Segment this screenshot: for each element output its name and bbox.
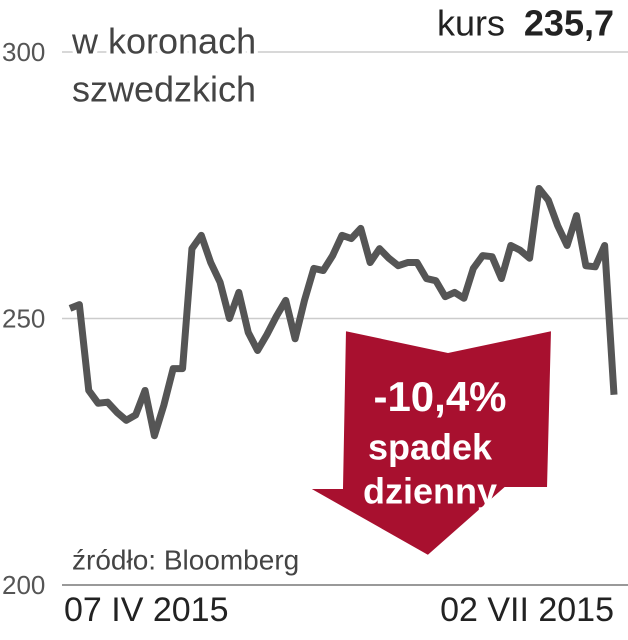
y-tick-label: 300: [2, 37, 45, 67]
annotations: w koronach szwedzkich kurs 235,7 źródło:…: [67, 3, 614, 579]
title-line: szwedzkich: [72, 69, 256, 110]
plot: [68, 184, 618, 440]
x-tick-label: 02 VII 2015: [440, 591, 614, 629]
change-text: dzienny: [363, 471, 497, 512]
source: źródło: Bloomberg: [72, 544, 299, 575]
y-tick-label: 200: [2, 570, 45, 600]
last-value-label: 235,7: [524, 3, 614, 44]
grid: 200 250 300 07 IV 2015 02 VII 2015: [2, 37, 628, 629]
y-tick-label: 250: [2, 303, 45, 333]
title-line: w koronach: [71, 21, 256, 62]
change-label: -10,4%: [373, 373, 506, 420]
line-series: [68, 184, 618, 440]
x-tick-label: 07 IV 2015: [64, 591, 228, 629]
change-text: spadek: [368, 427, 493, 468]
annotation: kurs: [437, 3, 505, 44]
change-arrow: [304, 328, 554, 558]
